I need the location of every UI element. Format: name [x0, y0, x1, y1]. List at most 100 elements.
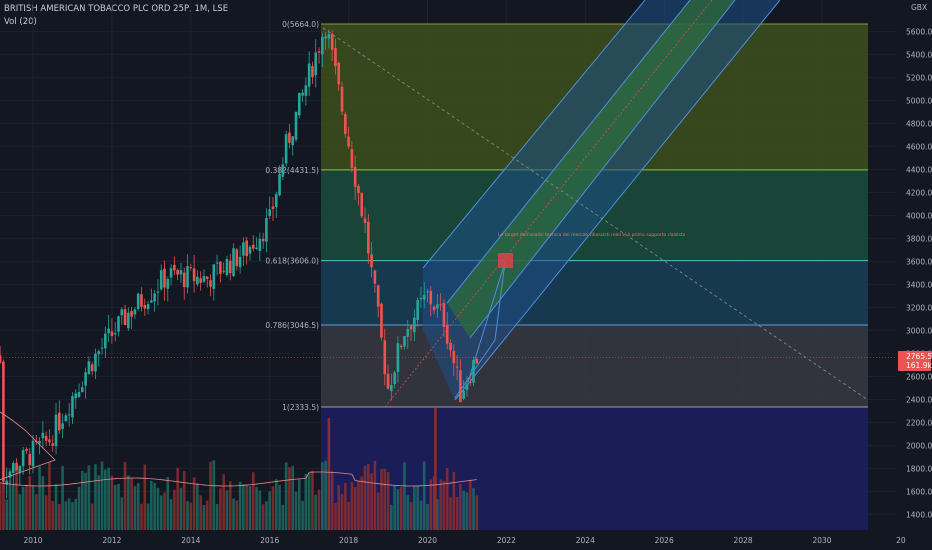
candle-body	[232, 248, 235, 276]
volume-bar	[159, 495, 163, 530]
diagonal-trend-line	[322, 27, 869, 401]
time-tick-label: 2012	[102, 536, 121, 545]
volume-bar	[334, 503, 337, 530]
candle-body	[225, 258, 229, 276]
channel-lower-line	[454, 0, 781, 401]
candle-body	[186, 266, 189, 288]
candle-body	[245, 240, 248, 257]
candle-body	[163, 268, 166, 288]
candle-body	[462, 390, 465, 399]
volume-bar	[100, 461, 104, 530]
candle-body	[406, 329, 410, 337]
volume-bar	[11, 484, 15, 530]
candle-body	[340, 86, 344, 112]
candle-body	[150, 300, 153, 303]
volume-bar	[245, 485, 248, 530]
candle-body	[265, 217, 268, 242]
volume-bar	[44, 495, 48, 530]
volume-bar	[340, 494, 344, 530]
time-tick-label: 2014	[181, 536, 200, 545]
candle-body	[179, 270, 183, 275]
candle-body	[255, 247, 258, 249]
fib-level-label: 0.618(3606.0)	[265, 257, 319, 266]
volume-bar	[166, 477, 170, 530]
price-tick-label: 4200.0	[906, 188, 932, 197]
candle-body	[353, 167, 357, 187]
candle-body	[445, 324, 449, 344]
candle-body	[311, 66, 314, 78]
volume-bar	[232, 498, 235, 530]
volume-bar	[370, 473, 373, 530]
candle-body	[28, 453, 32, 466]
candle-body	[373, 270, 377, 284]
volume-bar	[353, 486, 357, 530]
candle-body	[294, 111, 298, 140]
channel-line	[469, 0, 736, 339]
candle-body	[209, 280, 212, 287]
volume-bar	[71, 502, 74, 530]
candle-body	[205, 276, 209, 279]
volume-bar	[225, 490, 229, 530]
candle-body	[182, 272, 186, 288]
candle-body	[87, 361, 91, 374]
volume-bar	[271, 486, 275, 530]
volume-bar	[281, 504, 285, 530]
volume-bar	[199, 495, 202, 530]
candle-body	[357, 185, 360, 194]
candle-body	[18, 466, 22, 473]
price-tick-label: 4600.0	[906, 142, 932, 151]
volume-bar	[153, 482, 156, 530]
volume-moving-average	[0, 411, 477, 487]
price-tick-label: 5600.0	[906, 27, 932, 36]
candle-body	[2, 361, 5, 482]
volume-bar	[416, 486, 419, 530]
volume-bar	[156, 487, 160, 530]
volume-bar	[120, 497, 124, 530]
price-axis-bg	[896, 0, 932, 550]
volume-bar	[15, 470, 18, 530]
price-tick-label: 2600.0	[906, 372, 932, 381]
candle-body	[123, 309, 127, 326]
volume-bar	[455, 497, 459, 530]
volume-bar	[330, 471, 334, 530]
volume-bar	[94, 464, 97, 530]
volume-bar	[38, 466, 41, 530]
volume-bar	[31, 485, 35, 530]
volume-bar	[235, 500, 239, 530]
candle-body	[409, 325, 413, 330]
candle-body	[242, 242, 245, 256]
candle-body	[235, 249, 239, 266]
volume-bar	[274, 479, 278, 530]
volume-indicator-label[interactable]: Vol (20)	[4, 17, 37, 27]
volume-bar	[301, 500, 304, 530]
volume-bar	[5, 499, 8, 530]
candle-body	[84, 372, 87, 386]
volume-bar	[34, 494, 38, 530]
volume-bar	[18, 494, 22, 530]
volume-bar	[317, 489, 321, 530]
candle-body	[215, 262, 219, 264]
volume-bar	[360, 476, 364, 530]
volume-bar	[228, 481, 232, 530]
candle-body	[399, 345, 403, 348]
fib-extension-zone	[321, 407, 868, 530]
volume-bar	[439, 479, 442, 530]
volume-bar	[123, 461, 127, 530]
volume-bar	[140, 503, 143, 530]
candle-body	[475, 359, 479, 364]
volume-bar	[434, 408, 437, 530]
volume-bar	[97, 475, 101, 530]
channel-median-line	[384, 0, 713, 408]
volume-bar	[399, 487, 403, 530]
candle-body	[321, 37, 324, 55]
time-tick-label: 2022	[497, 536, 516, 545]
volume-bar	[311, 470, 314, 530]
candle-body	[261, 238, 265, 242]
volume-bar	[150, 480, 153, 530]
candle-body	[327, 34, 331, 39]
volume-bar	[205, 500, 209, 530]
candle-body	[442, 302, 446, 327]
candle-body	[11, 463, 15, 473]
fib-level-label: 0.786(3046.5)	[265, 321, 319, 330]
